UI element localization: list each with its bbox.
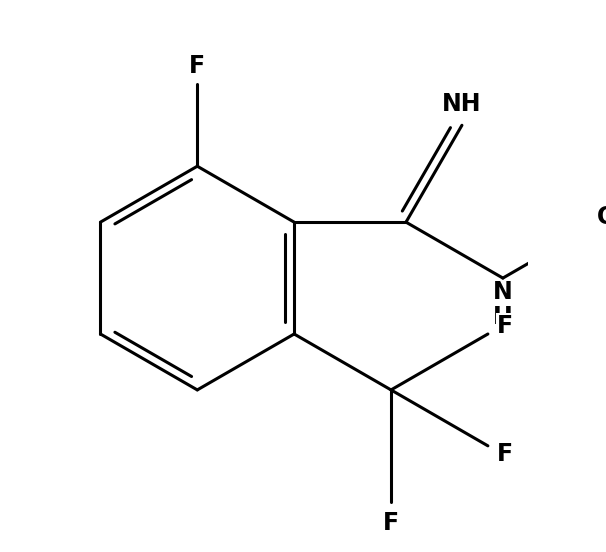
Text: OH: OH [598,205,606,229]
Text: F: F [189,54,205,78]
Text: F: F [383,511,399,535]
Text: N: N [493,280,513,304]
Text: NH: NH [442,92,482,116]
Text: F: F [498,442,513,466]
Text: H: H [493,305,513,330]
Text: F: F [498,314,513,338]
